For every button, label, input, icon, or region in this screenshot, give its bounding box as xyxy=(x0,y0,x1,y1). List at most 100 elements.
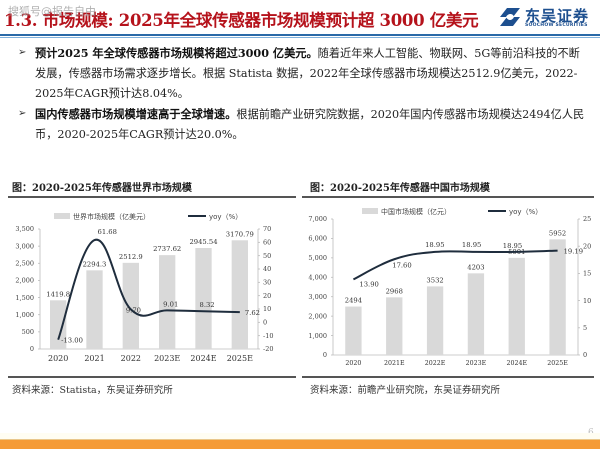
figure-bottom-rule xyxy=(8,376,296,378)
section-label: 市场规模: xyxy=(42,11,114,30)
line-value-label: 18.95 xyxy=(425,241,444,249)
figure-caption-china: 图：2020-2025年传感器中国市场规模 xyxy=(310,183,490,194)
x-axis-label: 2023E xyxy=(466,360,487,367)
bullet-item: ➢ 预计2025 年全球传感器市场规模将超过3000 亿美元。随着近年来人工智能… xyxy=(18,43,590,104)
x-axis-label: 2025E xyxy=(547,360,568,367)
bar-value-label: 2737.62 xyxy=(153,245,181,253)
bar-value-label: 2294.3 xyxy=(83,260,107,268)
bar-value-label: 4203 xyxy=(467,263,484,271)
left-axis-tick: 1,500 xyxy=(15,294,34,302)
world-market-chart-svg: 世界市场规模（亿美元） yoy（%）05001,0001,5002,0002,50… xyxy=(15,212,273,363)
bar-value-label: 3170.79 xyxy=(226,230,254,238)
x-axis-label: 2020 xyxy=(345,360,361,367)
left-axis-tick: 1,000 xyxy=(308,332,327,340)
x-axis-label: 2025E xyxy=(227,354,253,363)
x-axis-label: 2023E xyxy=(154,354,180,363)
x-axis-label: 2020 xyxy=(48,354,68,363)
bullet-lead: 预计2025 年全球传感器市场规模将超过3000 亿美元。 xyxy=(35,46,318,60)
right-axis-tick: 15 xyxy=(583,270,591,278)
line-value-label: 13.90 xyxy=(359,280,378,288)
header-divider xyxy=(0,34,600,36)
bar xyxy=(549,239,566,355)
logo-chinese-name: 东吴证券 xyxy=(525,7,590,25)
bar-value-label: 2494 xyxy=(345,297,362,305)
bar xyxy=(386,297,403,355)
left-axis-tick: 4,000 xyxy=(308,273,327,281)
bullet-body: 根据前瞻产业研究院数据，2020年国内传感器市场规模达2494亿人民币，2020… xyxy=(35,108,585,141)
legend-line-label: yoy（%） xyxy=(509,208,542,216)
bullet-body: 随着近年来人工智能、物联网、5G等前沿科技的不断发展，传感器市场需求逐步增长。根… xyxy=(35,47,580,100)
watermark: 搜狐号@报告自由 xyxy=(8,5,96,18)
left-axis-tick: 2,500 xyxy=(15,259,34,267)
footer-bar xyxy=(0,440,600,449)
right-axis-tick: 70 xyxy=(263,225,271,233)
bar-value-label: 2945.54 xyxy=(189,238,217,246)
left-axis-tick: 0 xyxy=(30,345,34,353)
arrow-bullet-icon: ➢ xyxy=(18,47,27,58)
legend-line-label: yoy（%） xyxy=(209,213,242,221)
bar xyxy=(508,257,525,355)
header-divider-light xyxy=(0,37,600,38)
right-axis-tick: -20 xyxy=(263,345,273,353)
bar xyxy=(49,300,67,349)
arrow-bullet-icon: ➢ xyxy=(18,108,27,119)
x-axis-label: 2021 xyxy=(84,354,104,363)
section-number: 1.3. xyxy=(4,11,38,30)
right-axis-tick: -10 xyxy=(263,332,273,340)
china-market-chart: 中国市场规模（亿元） yoy（%） 0 1,000 2,000 3,000 4,000 5,0… xyxy=(300,198,600,376)
legend-bar-label: 世界市场规模（亿美元） xyxy=(73,212,150,221)
line-value-label: 9.70 xyxy=(126,306,141,314)
source-note-china: 资料来源：前瞻产业研究院，东吴证券研究所 xyxy=(310,385,501,396)
bar xyxy=(231,240,249,349)
yoy-line xyxy=(352,249,558,281)
left-axis-tick: 3,000 xyxy=(308,293,327,301)
chart-legend: 中国市场规模（亿元） yoy（%） xyxy=(362,207,542,216)
bar xyxy=(345,306,362,355)
footer-fade xyxy=(0,433,600,439)
china-market-chart-svg: 中国市场规模（亿元） yoy（%） 0 1,000 2,000 3,000 4,000 5,0… xyxy=(308,207,591,367)
line-value-label: 7.62 xyxy=(245,309,260,317)
chart-legend: 世界市场规模（亿美元） yoy（%） xyxy=(54,212,242,221)
page-title: 1.3. 市场规模: 2025年全球传感器市场规模预计超 3000 亿美元 xyxy=(4,7,479,31)
bullet-item: ➢ 国内传感器市场规模增速高于全球增速。根据前瞻产业研究院数据，2020年国内传… xyxy=(18,104,590,145)
line-value-label: 18.95 xyxy=(503,242,522,250)
right-axis-tick: 20 xyxy=(583,242,591,250)
right-axis-tick: 50 xyxy=(263,252,271,260)
left-axis-tick: 3,500 xyxy=(15,225,34,233)
bar xyxy=(86,270,103,349)
logo-english-name: SOOCHOW SECURITIES xyxy=(525,23,588,28)
x-axis-label: 2024E xyxy=(506,360,527,367)
bar-value-label: 2512.9 xyxy=(119,253,143,261)
right-axis-tick: 5 xyxy=(583,324,587,332)
left-axis-tick: 5,000 xyxy=(308,254,327,262)
left-axis-tick: 3,000 xyxy=(15,242,34,250)
figure-top-rule xyxy=(8,196,296,198)
x-axis-label: 2022 xyxy=(121,354,141,363)
bullet-list: ➢ 预计2025 年全球传感器市场规模将超过3000 亿美元。随着近年来人工智能… xyxy=(18,43,590,145)
yoy-line xyxy=(57,239,240,341)
left-axis-tick: 2,000 xyxy=(308,312,327,320)
line-value-label: -13.00 xyxy=(61,337,83,345)
right-axis-tick: 10 xyxy=(263,305,271,313)
bar xyxy=(467,273,485,355)
right-axis-tick: 0 xyxy=(583,351,587,359)
left-axis-tick: 0 xyxy=(323,351,327,359)
right-axis-tick: 30 xyxy=(263,279,271,287)
legend-bar-swatch xyxy=(54,213,70,219)
company-logo: 东吴证券 SOOCHOW SECURITIES xyxy=(499,4,597,30)
line-value-label: 19.19 xyxy=(564,248,583,256)
line-value-label: 8.32 xyxy=(200,301,215,309)
title-text: 2025年全球传感器市场规模预计超 3000 亿美元 xyxy=(118,11,479,30)
bar-value-label: 1419.8 xyxy=(46,290,70,298)
legend-bar-label: 中国市场规模（亿元） xyxy=(381,207,451,216)
x-axis-label: 2024E xyxy=(190,354,216,363)
left-axis-tick: 1,000 xyxy=(15,311,34,319)
right-axis-tick: 40 xyxy=(263,265,271,273)
line-value-label: 9.01 xyxy=(163,300,178,308)
x-axis-label: 2021E xyxy=(384,360,405,367)
bar xyxy=(158,255,176,349)
right-axis-tick: 20 xyxy=(263,292,271,300)
bar-value-label: 2968 xyxy=(386,287,403,295)
line-value-label: 18.95 xyxy=(462,241,481,249)
line-value-label: 61.68 xyxy=(98,228,117,236)
